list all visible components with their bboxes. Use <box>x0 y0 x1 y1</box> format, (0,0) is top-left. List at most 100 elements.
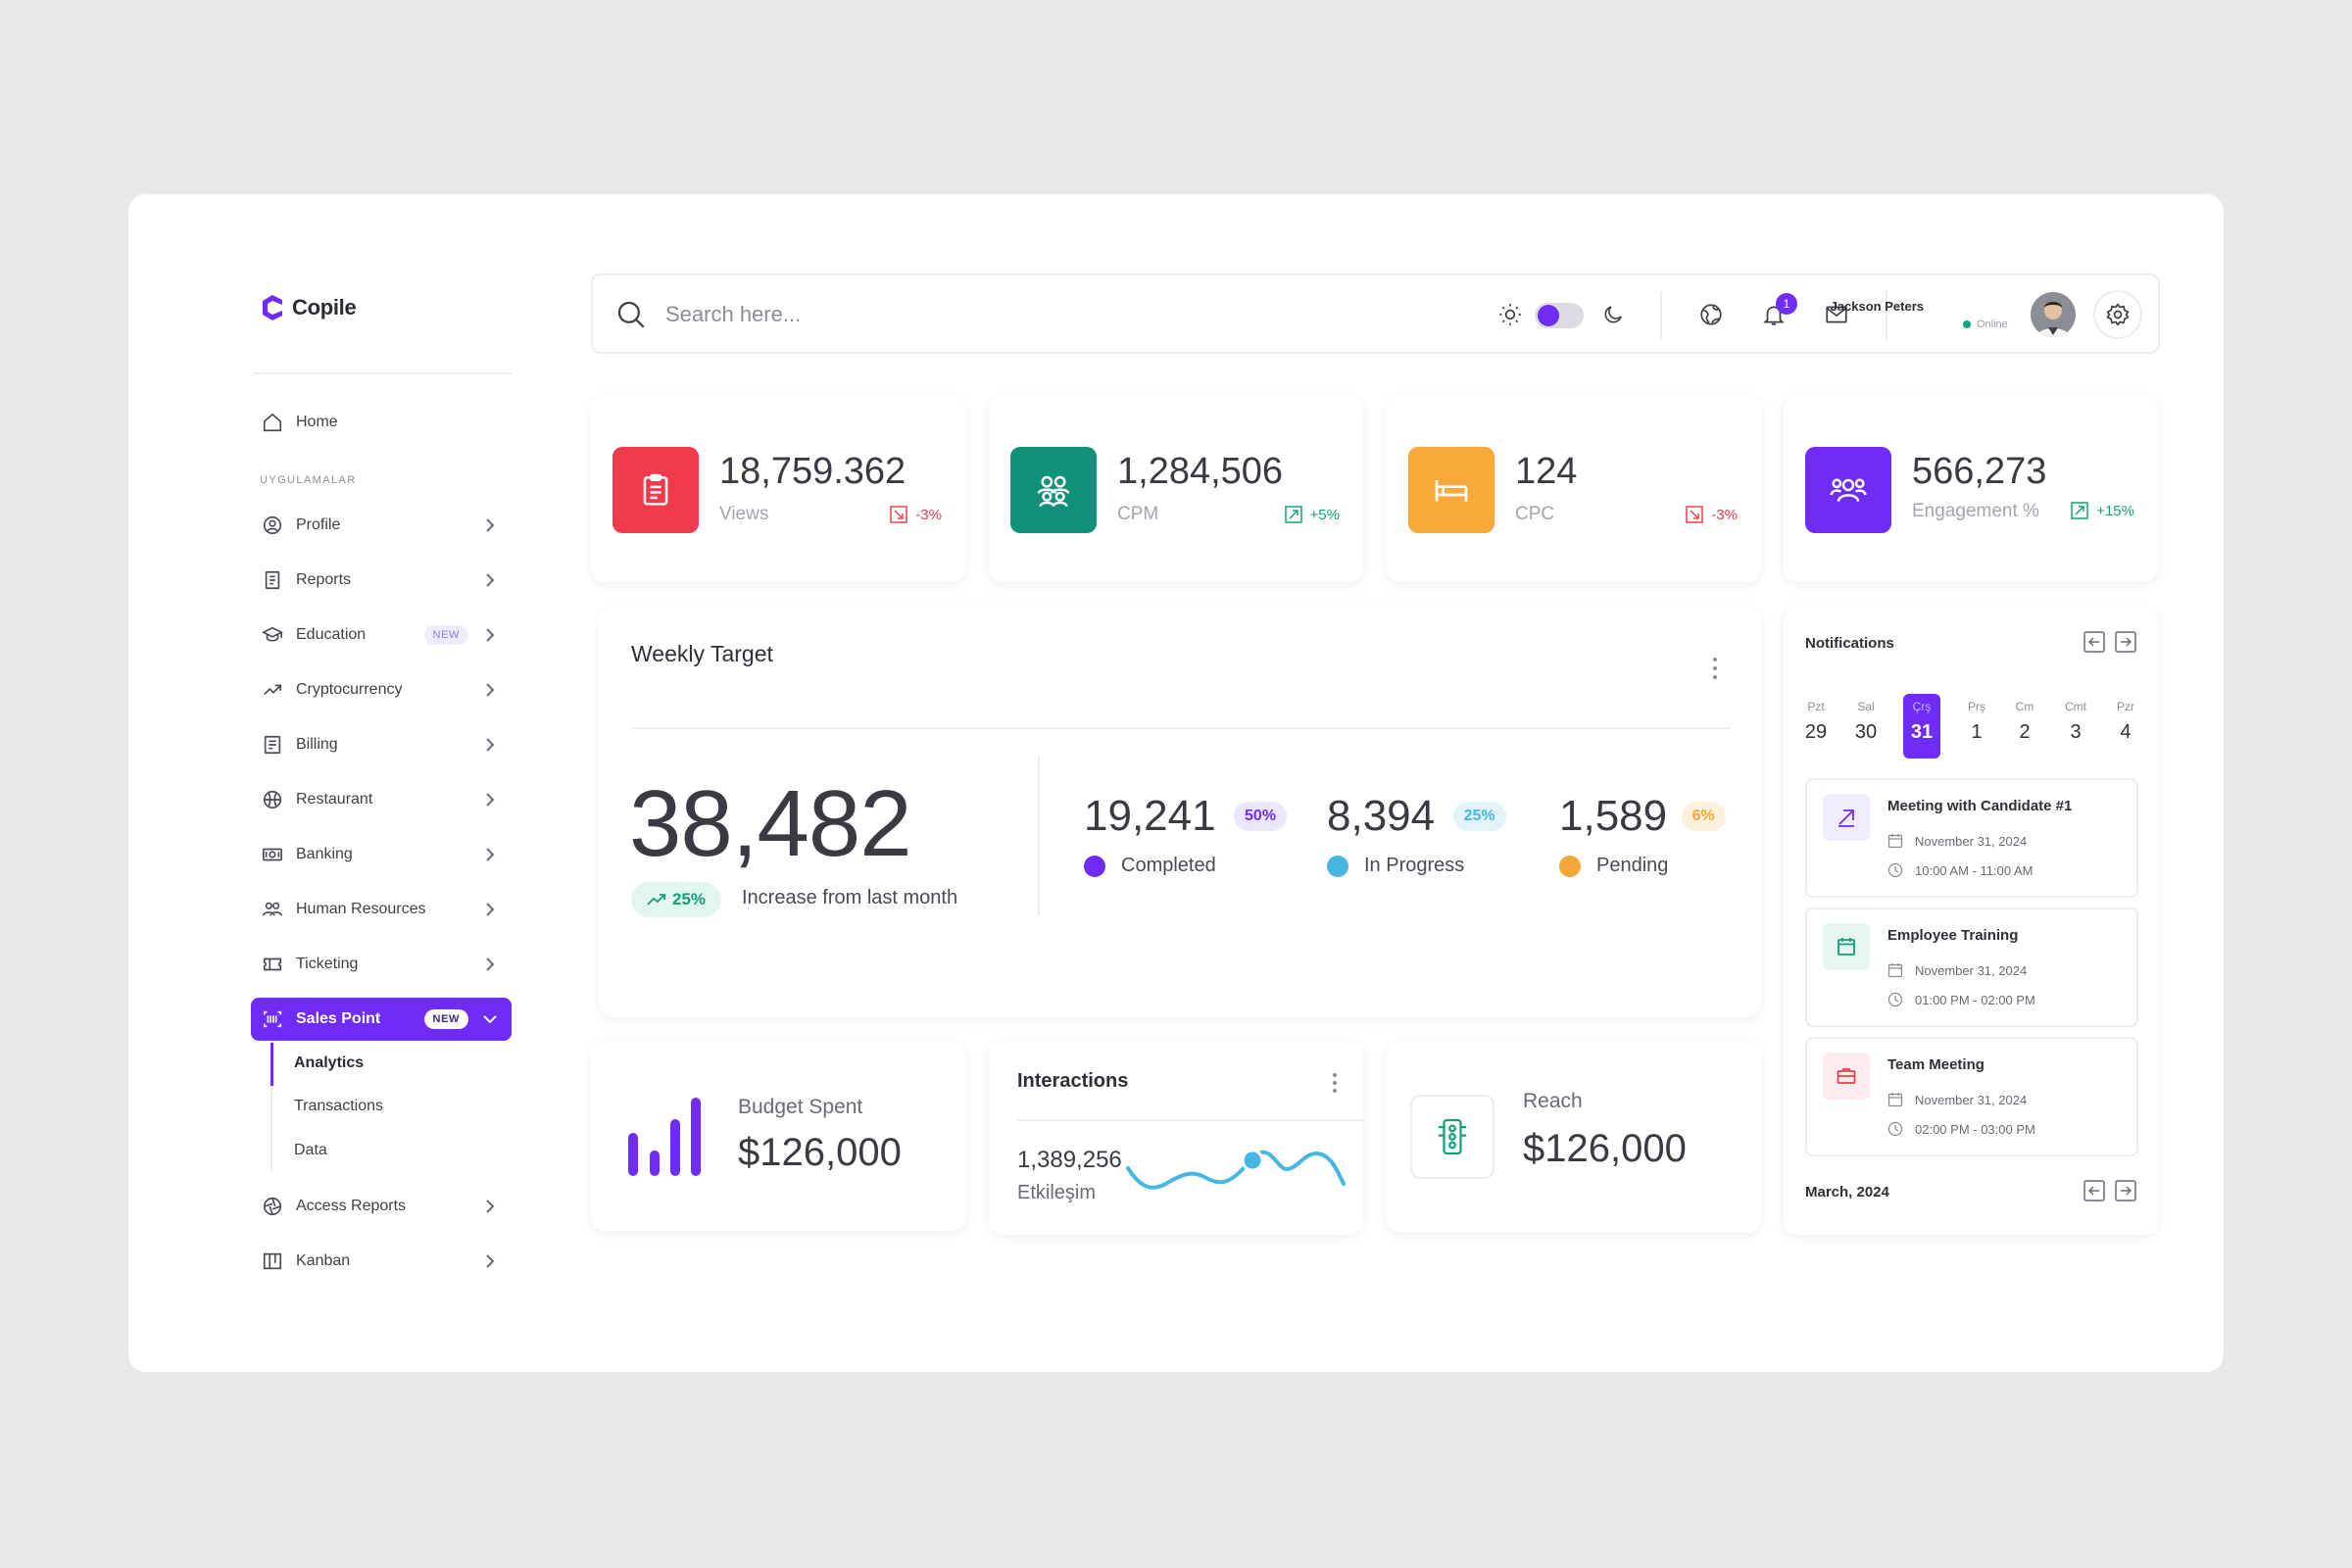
calendar-day-selected[interactable]: Çrş 31 <box>1903 694 1940 759</box>
metric-legend: Completed <box>1084 855 1287 877</box>
settings-button[interactable] <box>2093 290 2142 339</box>
app-logo[interactable]: Copile <box>261 294 357 321</box>
sidebar-item-education[interactable]: Education NEW <box>251 613 512 657</box>
legend-dot <box>1559 855 1581 877</box>
sidebar-item-banking[interactable]: Banking <box>251 833 512 876</box>
new-badge: NEW <box>423 625 468 645</box>
copile-logo-icon <box>263 295 282 320</box>
sidebar-item-profile[interactable]: Profile <box>251 504 512 547</box>
user-status-text: Online <box>1977 318 2008 330</box>
mail-icon[interactable] <box>1823 301 1850 328</box>
sidebar-item-access-reports[interactable]: Access Reports <box>251 1185 512 1228</box>
event-time-text: 01:00 PM - 02:00 PM <box>1915 992 2035 1007</box>
subnav-track <box>270 1043 272 1172</box>
sun-icon[interactable] <box>1496 301 1524 328</box>
banking-icon <box>261 843 284 866</box>
calendar-day[interactable]: Cmt 3 <box>2057 694 2094 759</box>
sidebar-item-cryptocurrency[interactable]: Cryptocurrency <box>251 668 512 711</box>
stat-change: -3% <box>1686 506 1738 523</box>
sidebar-item-kanban[interactable]: Kanban <box>251 1240 512 1283</box>
barcode-icon <box>261 1007 284 1031</box>
restaurant-icon <box>261 788 284 811</box>
day-name: Cm <box>2015 700 2034 713</box>
weekly-target-card: Weekly Target 38,482 25% Increase from l… <box>599 608 1761 1017</box>
metric-completed: 19,241 50% Completed <box>1084 792 1288 877</box>
metric-pending: 1,589 6% Pending <box>1559 792 1726 877</box>
users-icon <box>1805 447 1891 533</box>
month-nav <box>2083 1180 2136 1201</box>
trend-icon <box>261 678 284 702</box>
arrow-right-icon <box>2121 637 2132 647</box>
day-name: Pzt <box>1807 700 1825 713</box>
stat-card-views: 18,759.362 Views -3% <box>591 396 965 582</box>
chevron-right-icon <box>480 900 500 919</box>
day-name: Çrş <box>1912 700 1932 713</box>
subnav-item-analytics[interactable]: Analytics <box>294 1054 365 1071</box>
trend-up-icon <box>647 894 665 906</box>
calendar-day[interactable]: Sal 30 <box>1847 694 1885 759</box>
event-time: 01:00 PM - 02:00 PM <box>1887 992 2035 1007</box>
sidebar-item-restaurant[interactable]: Restaurant <box>251 778 512 821</box>
sidebar-item-human-resources[interactable]: Human Resources <box>251 888 512 931</box>
metric-percent: 6% <box>1681 802 1726 831</box>
event-card[interactable]: Team Meeting November 31, 2024 02:00 PM … <box>1805 1037 2138 1156</box>
event-time-text: 02:00 PM - 03:00 PM <box>1915 1121 2035 1137</box>
stat-card-cpm: 1,284,506 CPM +5% <box>989 396 1363 582</box>
notification-badge: 1 <box>1776 293 1797 315</box>
calendar-day[interactable]: Pzt 29 <box>1797 694 1835 759</box>
budget-value: $126,000 <box>738 1131 902 1174</box>
event-title: Meeting with Candidate #1 <box>1887 798 2073 814</box>
theme-toggle[interactable] <box>1535 303 1584 328</box>
sidebar-item-ticketing[interactable]: Ticketing <box>251 943 512 986</box>
card-divider <box>1017 1119 1364 1121</box>
globe-icon[interactable] <box>1697 301 1725 328</box>
stat-change-text: -3% <box>915 506 942 523</box>
day-number: 30 <box>1854 721 1878 743</box>
subnav-item-transactions[interactable]: Transactions <box>294 1098 383 1114</box>
stat-label: Engagement % <box>1912 501 2039 521</box>
event-card[interactable]: Employee Training November 31, 2024 01:0… <box>1805 907 2138 1027</box>
prev-week-button[interactable] <box>2083 631 2105 653</box>
sidebar-item-label: Ticketing <box>296 956 359 972</box>
sidebar-item-label: Profile <box>296 516 341 533</box>
header-divider <box>1886 291 1887 340</box>
legend-dot <box>1327 855 1348 877</box>
prev-month-button[interactable] <box>2083 1180 2105 1201</box>
metric-value: 1,589 <box>1559 792 1668 840</box>
sidebar-item-label: Access Reports <box>296 1198 407 1214</box>
user-circle-icon <box>261 514 284 537</box>
next-week-button[interactable] <box>2115 631 2136 653</box>
metric-value: 8,394 <box>1327 792 1436 840</box>
calendar-day[interactable]: Prş 1 <box>1958 694 1995 759</box>
people-icon <box>261 898 284 921</box>
user-status: Online <box>1963 318 2008 330</box>
event-time-text: 10:00 AM - 11:00 AM <box>1915 862 2034 878</box>
stat-value: 1,284,506 <box>1117 451 1284 492</box>
avatar[interactable] <box>2031 292 2076 337</box>
growth-caption: Increase from last month <box>742 887 958 908</box>
arrow-left-icon <box>2088 1186 2099 1196</box>
sidebar-item-billing[interactable]: Billing <box>251 723 512 766</box>
sidebar-item-label: Human Resources <box>296 901 426 917</box>
billing-icon <box>261 733 284 757</box>
sidebar-item-home[interactable]: Home <box>251 401 512 444</box>
next-month-button[interactable] <box>2115 1180 2136 1201</box>
status-dot <box>1963 320 1971 328</box>
chevron-right-icon <box>480 845 500 864</box>
metric-percent: 50% <box>1234 802 1288 831</box>
moon-icon[interactable] <box>1599 301 1627 328</box>
more-menu-icon[interactable] <box>1332 1072 1338 1099</box>
arrow-right-icon <box>2121 1186 2132 1196</box>
sidebar-item-reports[interactable]: Reports <box>251 559 512 602</box>
sidebar-item-sales-point[interactable]: Sales Point NEW <box>251 998 512 1041</box>
chevron-right-icon <box>480 570 500 590</box>
ticket-icon <box>261 953 284 976</box>
subnav-item-data[interactable]: Data <box>294 1142 327 1158</box>
bar-chart-icon <box>628 1098 701 1176</box>
sidebar-item-label: Cryptocurrency <box>296 681 403 698</box>
event-card[interactable]: Meeting with Candidate #1 November 31, 2… <box>1805 778 2138 898</box>
calendar-day[interactable]: Pzr 4 <box>2107 694 2144 759</box>
calendar-day[interactable]: Cm 2 <box>2006 694 2043 759</box>
search-input[interactable] <box>665 297 1175 332</box>
more-menu-icon[interactable] <box>1712 657 1718 685</box>
